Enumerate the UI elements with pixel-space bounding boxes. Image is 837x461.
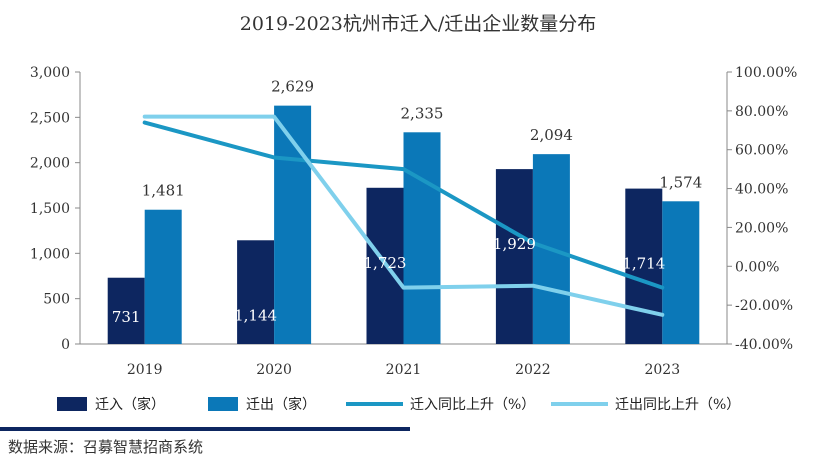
right-tick-label: 0.00% <box>735 259 779 275</box>
x-tick-label: 2019 <box>127 362 163 378</box>
bar-inflow-2022 <box>495 169 533 344</box>
left-tick-label: 1,500 <box>30 201 70 217</box>
data-label-inflow: 1,723 <box>364 254 407 272</box>
bar-outflow-2020 <box>274 105 312 345</box>
right-tick-label: -40.00% <box>735 337 793 353</box>
left-tick-label: 2,000 <box>30 156 70 172</box>
data-labels-group: 731 1,144 1,723 1,929 1,714 1,481 2,629 2,335 2,… <box>112 78 702 326</box>
x-tick-label: 2022 <box>515 362 551 378</box>
left-tick-label: 0 <box>61 337 70 353</box>
source-divider <box>0 427 410 431</box>
bar-outflow-2019 <box>144 209 182 344</box>
left-tick-label: 2,500 <box>30 110 70 126</box>
legend-label: 迁入同比上升（%） <box>410 397 535 413</box>
legend-label: 迁出同比上升（%） <box>615 397 740 413</box>
source-note: 数据来源：召募智慧招商系统 <box>8 438 203 456</box>
bar-outflow-2023 <box>662 201 700 344</box>
bars-group <box>107 105 700 345</box>
data-label-inflow: 731 <box>112 308 141 326</box>
bar-outflow-2021 <box>403 132 441 344</box>
legend-swatch <box>57 397 87 411</box>
x-tick-label: 2023 <box>644 362 680 378</box>
left-tick-label: 1,000 <box>30 246 70 262</box>
bar-inflow-2020 <box>237 240 275 344</box>
data-label-inflow: 1,144 <box>234 306 277 324</box>
legend: 迁入（家） 迁出（家） 迁入同比上升（%） 迁出同比上升（%） <box>57 396 740 413</box>
right-tick-label: 80.00% <box>735 104 788 120</box>
data-label-outflow: 1,574 <box>659 173 702 191</box>
lines-group <box>142 114 665 317</box>
right-tick-label: 40.00% <box>735 182 788 198</box>
data-label-outflow: 2,629 <box>271 78 314 96</box>
data-label-outflow: 1,481 <box>142 182 185 200</box>
right-tick-label: -20.00% <box>735 298 793 314</box>
left-tick-label: 500 <box>43 292 70 308</box>
bar-inflow-2023 <box>625 188 663 344</box>
x-tick-label: 2020 <box>256 362 292 378</box>
line-outflow-growth <box>142 114 665 317</box>
right-tick-label: 100.00% <box>735 65 797 81</box>
right-tick-label: 60.00% <box>735 143 788 159</box>
data-label-inflow: 1,714 <box>622 255 665 273</box>
legend-swatch <box>208 397 238 411</box>
right-tick-label: 20.00% <box>735 220 788 236</box>
bar-inflow-2019 <box>107 277 145 344</box>
x-tick-label: 2021 <box>386 362 422 378</box>
left-tick-label: 3,000 <box>30 65 70 81</box>
data-label-inflow: 1,929 <box>493 235 536 253</box>
line-inflow-growth <box>142 120 665 290</box>
axes-group: 0 500 1,000 1,500 2,000 2,500 3,000 -40.00% -20.… <box>30 65 797 378</box>
data-label-outflow: 2,335 <box>401 104 444 122</box>
chart-title: 2019-2023杭州市迁入/迁出企业数量分布 <box>240 13 597 35</box>
legend-label: 迁出（家） <box>246 396 316 413</box>
data-label-outflow: 2,094 <box>530 126 573 144</box>
legend-label: 迁入（家） <box>95 396 165 413</box>
